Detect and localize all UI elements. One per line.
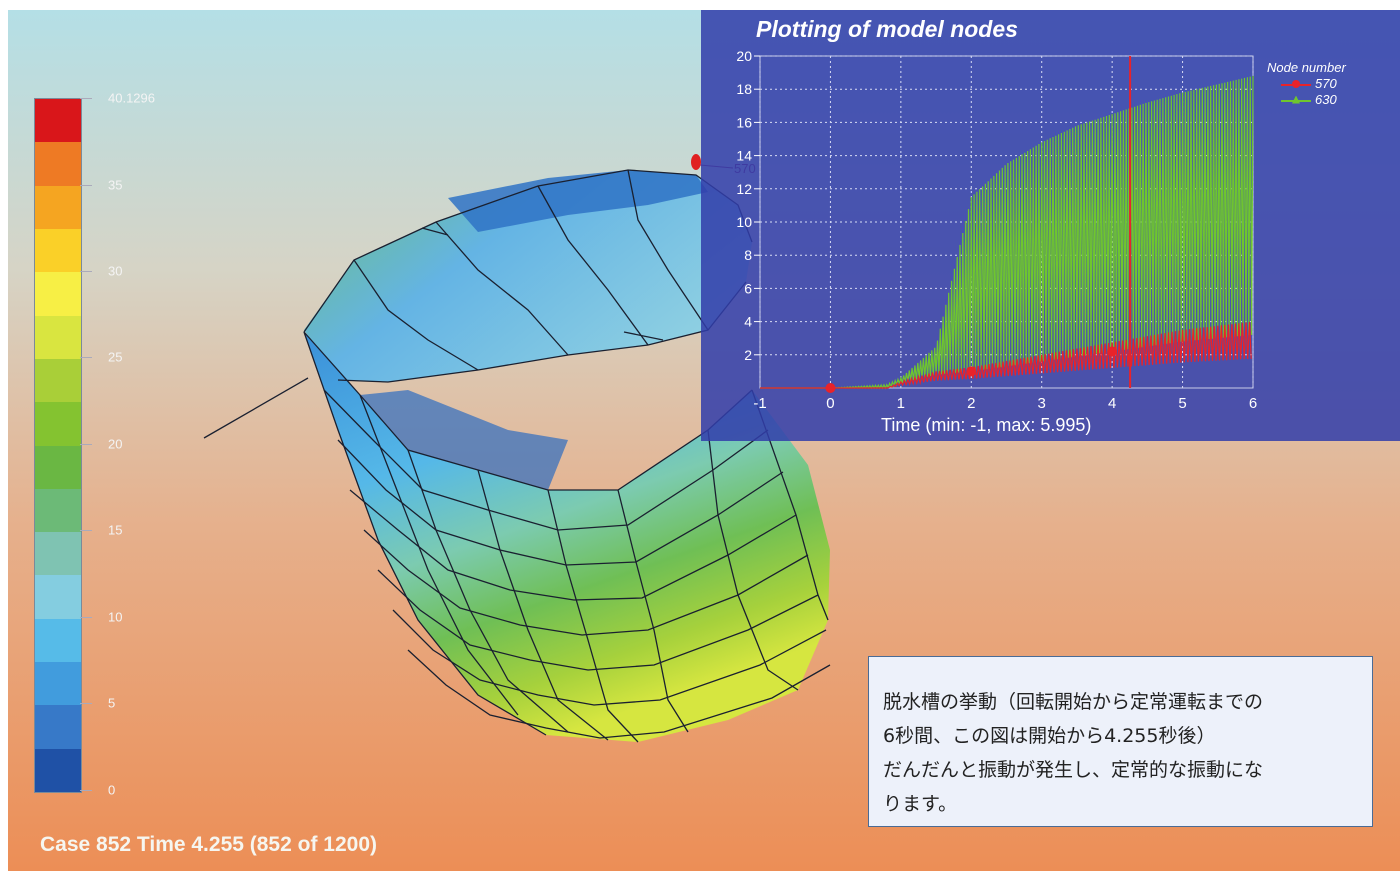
note-line: 脱水槽の挙動（回転開始から定常運転までの bbox=[883, 691, 1264, 713]
colorbar-tick bbox=[80, 703, 92, 704]
contour-color-bar bbox=[34, 98, 82, 793]
colorbar-segment bbox=[35, 618, 81, 663]
y-tick-label: 6 bbox=[744, 280, 752, 296]
x-axis-title: Time (min: -1, max: 5.995) bbox=[881, 415, 1092, 435]
x-tick-label: 3 bbox=[1038, 395, 1046, 412]
legend-label-570: 570 bbox=[1315, 76, 1337, 91]
x-tick-label: 1 bbox=[897, 395, 905, 412]
x-tick-label: 2 bbox=[967, 395, 975, 412]
colorbar-tick bbox=[80, 444, 92, 445]
colorbar-segment bbox=[35, 575, 81, 619]
y-tick-label: 20 bbox=[736, 48, 752, 64]
case-time-status: Case 852 Time 4.255 (852 of 1200) bbox=[40, 833, 377, 856]
colorbar-label: 25 bbox=[108, 349, 123, 365]
colorbar-label: 30 bbox=[108, 263, 123, 279]
colorbar-segment bbox=[35, 402, 81, 446]
y-tick-label: 10 bbox=[736, 214, 752, 230]
colorbar-label: 10 bbox=[108, 609, 123, 625]
colorbar-segment bbox=[35, 228, 81, 273]
colorbar-segment bbox=[35, 142, 81, 186]
plot-title: Plotting of model nodes bbox=[756, 16, 1018, 42]
series-570-marker bbox=[1107, 346, 1118, 357]
colorbar-segment bbox=[35, 488, 81, 533]
colorbar-tick bbox=[80, 185, 92, 186]
drum-model-3d: 570 bbox=[203, 154, 831, 743]
simulation-viewport: 570 40.1296 35 30 25 20 15 10 5 0 Case 8… bbox=[8, 10, 1400, 871]
x-tick-label: 5 bbox=[1178, 395, 1186, 412]
mesh-lines bbox=[203, 169, 831, 743]
colorbar-label: 0 bbox=[108, 782, 116, 798]
node-plot-panel: Plotting of model nodes -1 0 1 2 3 4 5 6 2 4 6 8 10 1… bbox=[701, 10, 1400, 441]
note-line: ります。 bbox=[883, 793, 958, 815]
drum-front-dark bbox=[360, 390, 568, 490]
node-570-marker bbox=[691, 154, 701, 170]
colorbar-segment bbox=[35, 315, 81, 359]
colorbar-tick bbox=[80, 530, 92, 531]
colorbar-segment bbox=[35, 272, 81, 316]
colorbar-segment bbox=[35, 185, 81, 229]
x-tick-label: 6 bbox=[1249, 395, 1257, 412]
colorbar-tick bbox=[80, 271, 92, 272]
y-tick-label: 8 bbox=[744, 247, 752, 263]
note-line: だんだんと振動が発生し、定常的な振動にな bbox=[883, 759, 1264, 781]
series-570-marker bbox=[966, 366, 977, 377]
description-note: 脱水槽の挙動（回転開始から定常運転までの 6秒間、この図は開始から4.255秒後… bbox=[868, 656, 1373, 827]
colorbar-segment bbox=[35, 532, 81, 576]
colorbar-tick bbox=[80, 98, 92, 99]
plot-legend: Node number 570 630 bbox=[1267, 60, 1346, 107]
colorbar-segment bbox=[35, 99, 81, 143]
colorbar-segment bbox=[35, 705, 81, 749]
colorbar-segment bbox=[35, 445, 81, 489]
drum-outer-wall bbox=[304, 332, 830, 742]
y-tick-label: 12 bbox=[736, 181, 752, 197]
y-tick-label: 2 bbox=[744, 347, 752, 363]
drum-rim-shade bbox=[448, 170, 708, 232]
x-tick-label: 0 bbox=[826, 395, 834, 412]
colorbar-max-label: 40.1296 bbox=[108, 90, 155, 106]
colorbar-label: 15 bbox=[108, 522, 123, 538]
x-tick-label: -1 bbox=[753, 395, 766, 412]
colorbar-segment bbox=[35, 358, 81, 403]
x-tick-label: 4 bbox=[1108, 395, 1116, 412]
colorbar-tick bbox=[80, 617, 92, 618]
colorbar-label: 20 bbox=[108, 436, 123, 452]
colorbar-tick bbox=[80, 790, 92, 791]
legend-swatch-630 bbox=[1281, 95, 1311, 105]
legend-item-630: 630 bbox=[1281, 92, 1346, 107]
colorbar-segment bbox=[35, 748, 81, 792]
colorbar-label: 5 bbox=[108, 695, 116, 711]
y-tick-label: 4 bbox=[744, 314, 752, 330]
legend-title: Node number bbox=[1267, 60, 1346, 75]
colorbar-segment bbox=[35, 662, 81, 706]
y-tick-label: 18 bbox=[736, 81, 752, 97]
series-570-line bbox=[760, 321, 1252, 389]
legend-swatch-570 bbox=[1281, 79, 1311, 89]
colorbar-tick bbox=[80, 357, 92, 358]
y-tick-label: 16 bbox=[736, 114, 752, 130]
y-tick-label: 14 bbox=[736, 148, 752, 164]
series-570-marker bbox=[825, 383, 836, 393]
legend-item-570: 570 bbox=[1281, 76, 1346, 91]
colorbar-label: 35 bbox=[108, 177, 123, 193]
note-line: 6秒間、この図は開始から4.255秒後） bbox=[883, 725, 1216, 747]
legend-label-630: 630 bbox=[1315, 92, 1337, 107]
